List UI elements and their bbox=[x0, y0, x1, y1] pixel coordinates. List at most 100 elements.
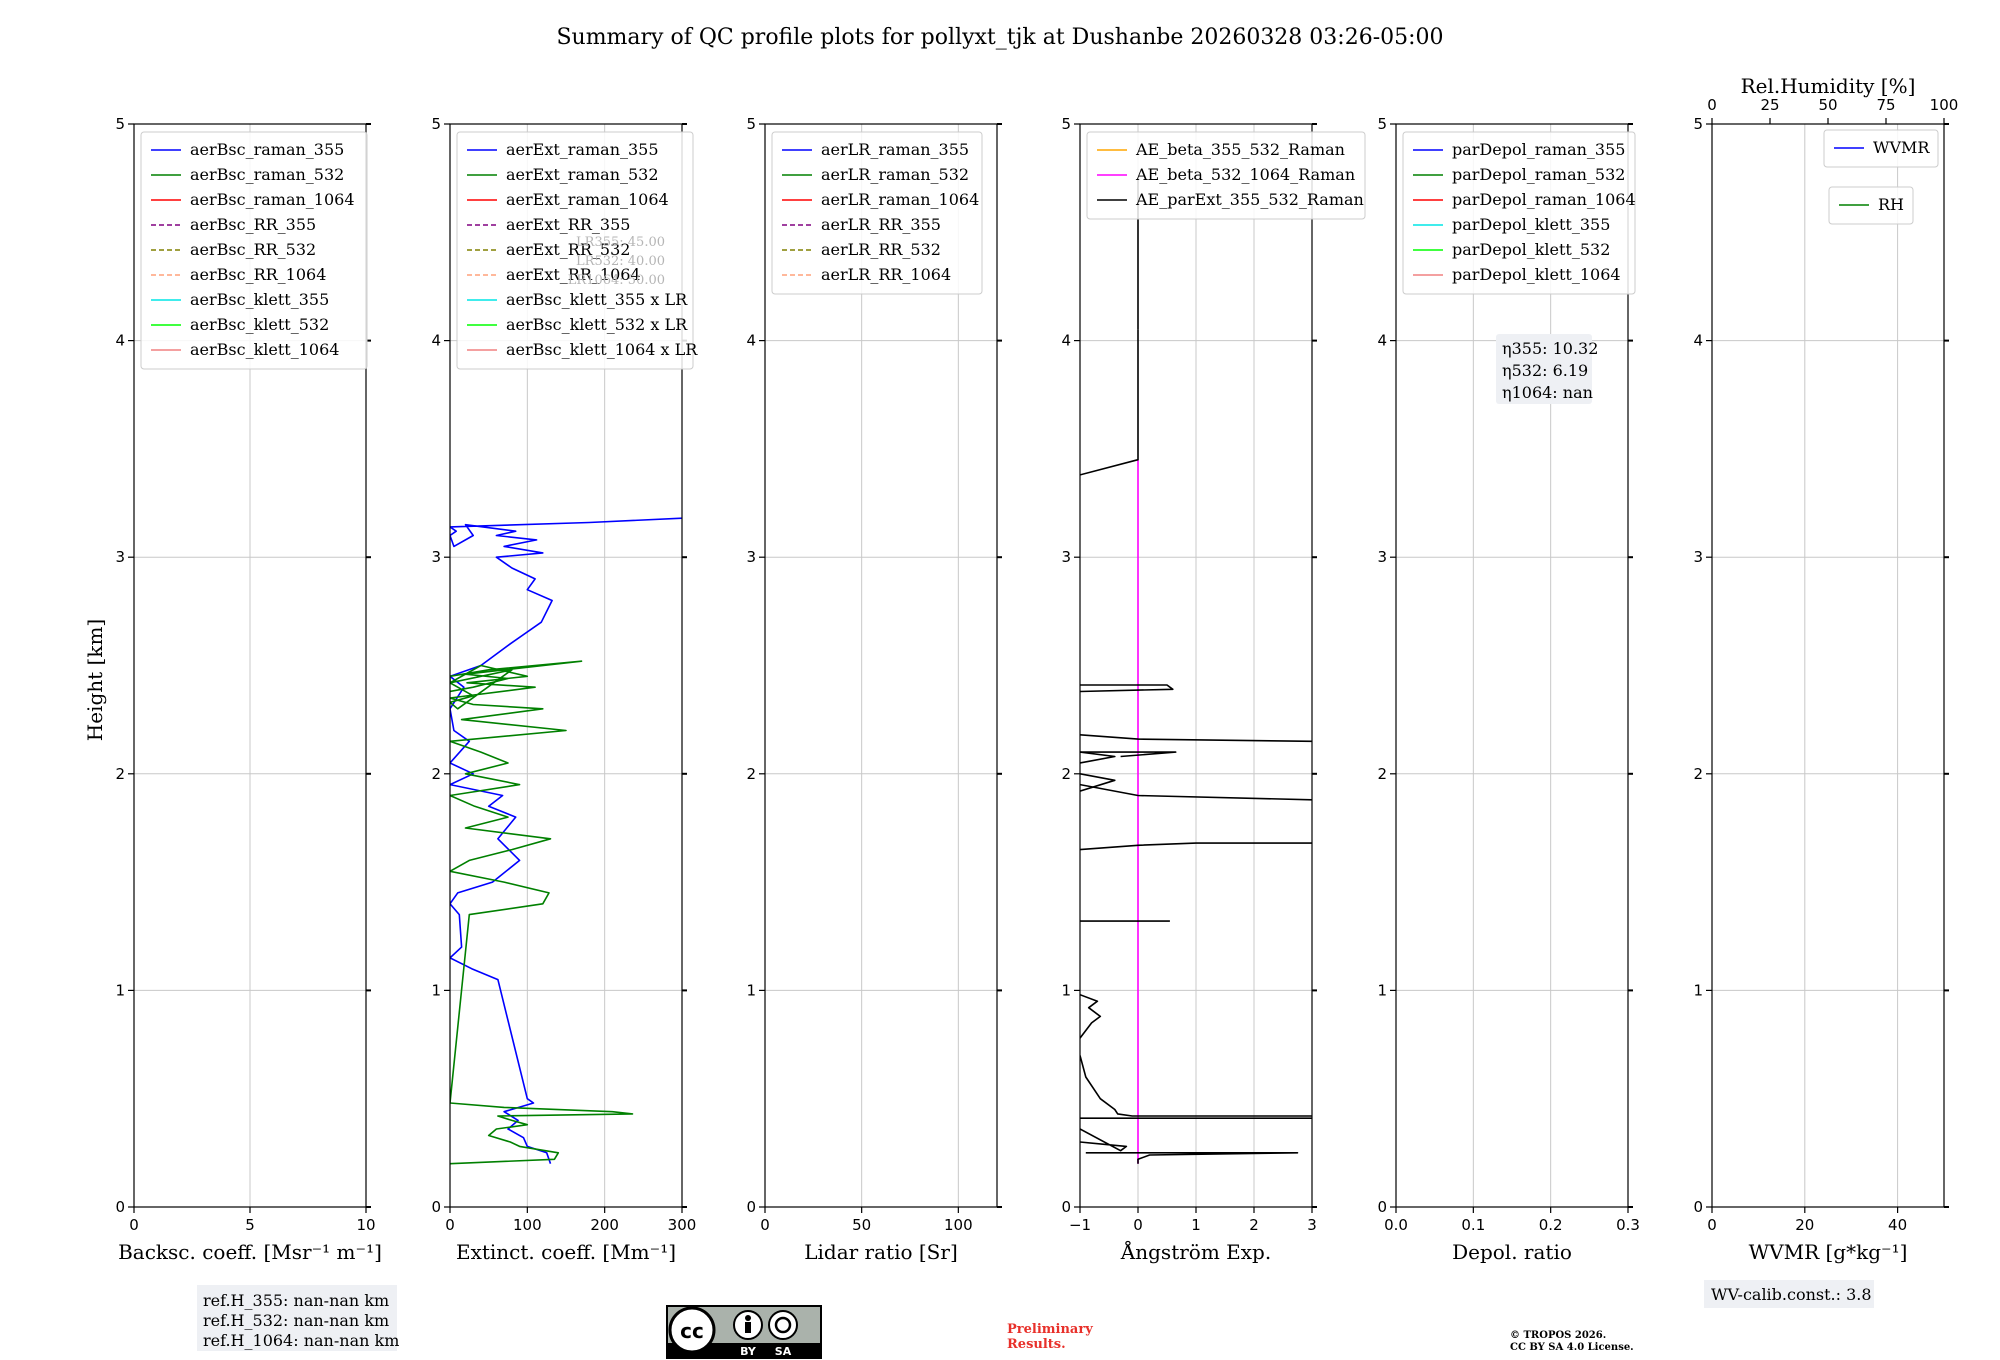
y-tick-label: 3 bbox=[1061, 548, 1071, 566]
cc-circle-icon bbox=[668, 1306, 716, 1354]
legend-frame bbox=[140, 131, 368, 370]
copyright-text: CC BY SA 4.0 License. bbox=[1510, 1342, 1634, 1353]
x-tick-label: 10 bbox=[356, 1216, 375, 1234]
x-tick-label: 0.0 bbox=[1384, 1216, 1408, 1234]
axes-frame bbox=[1711, 123, 1945, 1208]
panel-ext: 0 1 2 3 4 5 0 100 200 300 Extinct. coeff. [Mm⁻¹] ae… bbox=[431, 115, 698, 1264]
series-line-AE_parExt_355_532_Raman bbox=[1080, 773, 1116, 792]
legend-label-aerBsc_raman_1064: aerBsc_raman_1064 bbox=[190, 190, 355, 209]
legend-label-aerLR_raman_1064: aerLR_raman_1064 bbox=[821, 190, 979, 209]
legend-label-aerExt_raman_355: aerExt_raman_355 bbox=[506, 140, 659, 159]
x-tick-label: 0.1 bbox=[1461, 1216, 1485, 1234]
legend-frame bbox=[1402, 131, 1636, 295]
legend: AE_beta_355_532_Raman AE_beta_532_1064_Ra… bbox=[1086, 131, 1366, 220]
x-axis-label: Depol. ratio bbox=[1452, 1240, 1572, 1264]
eta-annotation-text: η1064: nan bbox=[1502, 383, 1593, 402]
series-line-AE_parExt_355_532_Raman bbox=[1080, 1055, 1312, 1117]
y-tick-label: 1 bbox=[1377, 981, 1387, 999]
y-tick-label: 2 bbox=[1377, 765, 1387, 783]
legend-label-AE_beta_355_532_Raman: AE_beta_355_532_Raman bbox=[1135, 140, 1345, 159]
ref-height-text: ref.H_355: nan-nan km bbox=[203, 1291, 389, 1310]
legend-frame bbox=[456, 131, 694, 370]
panel-bsc: 0 1 2 3 4 5 0 5 10 Backsc. coeff. [Msr⁻¹ m⁻¹] aerB… bbox=[115, 115, 381, 1264]
y-tick-label: 0 bbox=[1377, 1198, 1387, 1216]
legend-label-RH: RH bbox=[1878, 195, 1904, 214]
legend-label-aerExt_RR_532: aerExt_RR_532 bbox=[506, 240, 630, 259]
x-axis-label: Extinct. coeff. [Mm⁻¹] bbox=[456, 1240, 676, 1264]
x-tick-label: −1 bbox=[1069, 1216, 1091, 1234]
x-tick-label: 0 bbox=[445, 1216, 455, 1234]
x-axis-label: Backsc. coeff. [Msr⁻¹ m⁻¹] bbox=[118, 1240, 382, 1264]
lr-annotation-text: LR532: 40.00 bbox=[576, 254, 665, 269]
legend-label-parDepol_klett_532: parDepol_klett_532 bbox=[1452, 240, 1610, 259]
wv-calib-text: WV-calib.const.: 3.8 bbox=[1711, 1285, 1872, 1304]
legend-label-parDepol_klett_355: parDepol_klett_355 bbox=[1452, 215, 1610, 234]
top-x-tick-label: 100 bbox=[1930, 96, 1959, 114]
y-tick-label: 3 bbox=[115, 548, 125, 566]
x-tick-label: 0 bbox=[1133, 1216, 1143, 1234]
x-tick-label: 50 bbox=[852, 1216, 871, 1234]
y-tick-label: 3 bbox=[1377, 548, 1387, 566]
x-tick-label: 0 bbox=[760, 1216, 770, 1234]
series-line-AE_parExt_355_532_Raman bbox=[1080, 842, 1312, 851]
top-x-tick-label: 0 bbox=[1707, 96, 1717, 114]
series-group bbox=[450, 517, 682, 1165]
x-tick-label: 40 bbox=[1888, 1216, 1907, 1234]
top-x-tick-label: 50 bbox=[1818, 96, 1837, 114]
x-tick-label: 300 bbox=[668, 1216, 697, 1234]
legend-label-parDepol_raman_355: parDepol_raman_355 bbox=[1452, 140, 1625, 159]
x-tick-label: 20 bbox=[1795, 1216, 1814, 1234]
series-group bbox=[1080, 178, 1312, 1164]
y-tick-label: 2 bbox=[746, 765, 756, 783]
panel-depol: 0 1 2 3 4 5 0.0 0.1 0.2 0.3 Depol. ratio parDepol_r… bbox=[1377, 115, 1639, 1264]
y-tick-label: 1 bbox=[1693, 981, 1703, 999]
legend-label-parDepol_raman_532: parDepol_raman_532 bbox=[1452, 165, 1625, 184]
legend-label-aerBsc_raman_532: aerBsc_raman_532 bbox=[190, 165, 344, 184]
y-tick-label: 5 bbox=[1377, 115, 1387, 133]
legend-label-aerBsc_klett_532 x LR: aerBsc_klett_532 x LR bbox=[506, 315, 688, 334]
legend-label-aerBsc_raman_355: aerBsc_raman_355 bbox=[190, 140, 344, 159]
series-line-AE_parExt_355_532_Raman bbox=[1080, 1128, 1128, 1152]
legend-label-aerBsc_klett_1064 x LR: aerBsc_klett_1064 x LR bbox=[506, 340, 698, 359]
y-tick-label: 2 bbox=[431, 765, 441, 783]
y-tick-label: 0 bbox=[746, 1198, 756, 1216]
series-line-AE_parExt_355_532_Raman bbox=[1080, 684, 1174, 693]
lr-annotation-text: LR355: 45.00 bbox=[576, 235, 665, 250]
y-axis-label: Height [km] bbox=[83, 619, 107, 741]
lr-annotation-text: LR1064: 50.00 bbox=[568, 273, 665, 288]
legend-label-parDepol_klett_1064: parDepol_klett_1064 bbox=[1452, 265, 1621, 284]
y-tick-label: 4 bbox=[1693, 332, 1703, 350]
x-tick-label: 5 bbox=[245, 1216, 255, 1234]
wv-calib-box bbox=[1704, 1280, 1874, 1308]
series-line-AE_parExt_355_532_Raman bbox=[1080, 783, 1312, 801]
cc-logo-text: cc bbox=[680, 1319, 704, 1343]
y-tick-label: 0 bbox=[1693, 1198, 1703, 1216]
x-axis-label: WVMR [g*kg⁻¹] bbox=[1749, 1240, 1908, 1264]
y-tick-label: 4 bbox=[115, 332, 125, 350]
preliminary-text: Results. bbox=[1007, 1337, 1066, 1352]
y-tick-label: 3 bbox=[1693, 548, 1703, 566]
by-label: BY bbox=[740, 1345, 757, 1358]
axes-frame bbox=[1395, 123, 1629, 1208]
x-tick-label: 3 bbox=[1307, 1216, 1317, 1234]
legend-label-aerBsc_RR_532: aerBsc_RR_532 bbox=[190, 240, 316, 259]
top-x-tick-label: 25 bbox=[1760, 96, 1779, 114]
legend-label-AE_beta_532_1064_Raman: AE_beta_532_1064_Raman bbox=[1135, 165, 1355, 184]
x-tick-label: 100 bbox=[513, 1216, 542, 1234]
eta-annotation-box bbox=[1496, 334, 1592, 404]
lidar-ratio-annotation: LR355: 45.00 LR532: 40.00 LR1064: 50.00 bbox=[568, 235, 665, 288]
ref-height-text: ref.H_1064: nan-nan km bbox=[203, 1331, 399, 1350]
legend: aerBsc_raman_355 aerBsc_raman_532 aerBsc_r… bbox=[140, 131, 368, 370]
y-tick-label: 0 bbox=[1061, 1198, 1071, 1216]
legend-label-aerExt_RR_1064: aerExt_RR_1064 bbox=[506, 265, 641, 284]
y-tick-label: 5 bbox=[115, 115, 125, 133]
y-tick-label: 4 bbox=[746, 332, 756, 350]
legend-frame bbox=[1823, 129, 1939, 168]
y-tick-label: 3 bbox=[431, 548, 441, 566]
legend-label-aerExt_RR_355: aerExt_RR_355 bbox=[506, 215, 630, 234]
series-line-AE_parExt_355_532_Raman bbox=[1080, 734, 1312, 743]
by-person-body bbox=[745, 1322, 751, 1333]
ref-height-text: ref.H_532: nan-nan km bbox=[203, 1311, 389, 1330]
y-tick-label: 4 bbox=[431, 332, 441, 350]
